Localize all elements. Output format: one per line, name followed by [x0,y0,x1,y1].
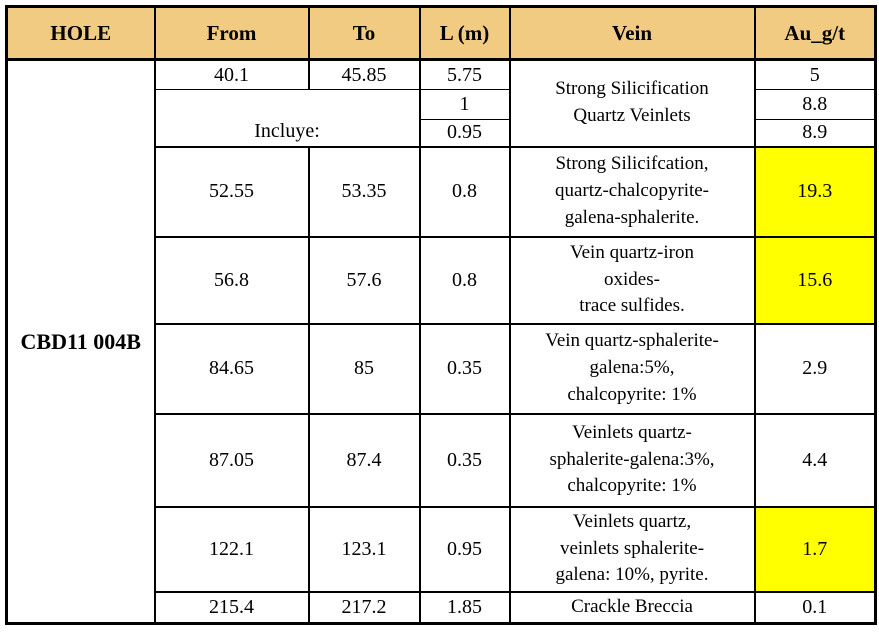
cell-from: 87.05 [153,412,310,508]
cell-length: 1 [418,89,511,120]
cell-au: 8.9 [753,119,877,148]
column-header-hole: HOLE [5,5,156,61]
cell-au-highlighted: 1.7 [753,505,877,593]
column-header-from: From [153,5,310,61]
table-row: 215.4 217.2 1.85 Crackle Breccia 0.1 [7,590,877,625]
cell-to: 45.85 [307,58,421,90]
cell-au: 8.8 [753,89,877,120]
cell-length: 0.95 [418,505,511,593]
cell-from: 52.55 [153,145,310,238]
cell-length: 0.95 [418,119,511,148]
cell-from: 84.65 [153,322,310,415]
cell-vein: Strong Silicification Quartz Veinlets [508,58,756,148]
table-row: 87.05 87.4 0.35 Veinlets quartz- sphaler… [7,412,877,508]
cell-from: 122.1 [153,505,310,593]
cell-to: 123.1 [307,505,421,593]
cell-vein: Vein quartz-sphalerite- galena:5%, chalc… [508,322,756,415]
cell-length: 1.85 [418,590,511,625]
table-row: Incluye: 1 8.8 [7,89,877,148]
column-header-au: Au_g/t [753,5,877,61]
table-row: CBD11 004B 40.1 45.85 5.75 Strong Silici… [5,58,877,625]
cell-au: 2.9 [753,322,877,415]
cell-vein: Vein quartz-iron oxides- trace sulfides. [508,235,756,325]
cell-vein: Veinlets quartz, veinlets sphalerite- ga… [508,505,756,593]
cell-vein: Crackle Breccia [508,590,756,625]
table-row: 52.55 53.35 0.8 Strong Silicifcation, qu… [7,145,877,238]
cell-to: 53.35 [307,145,421,238]
table-row: 56.8 57.6 0.8 Vein quartz-iron oxides- t… [7,235,877,325]
cell-from: 56.8 [153,235,310,325]
table-row: 84.65 85 0.35 Vein quartz-sphalerite- ga… [7,322,877,415]
cell-from: 40.1 [153,58,310,90]
cell-length: 0.35 [418,412,511,508]
cell-to: 87.4 [307,412,421,508]
cell-length: 0.35 [418,322,511,415]
cell-to: 217.2 [307,590,421,625]
cell-to: 57.6 [307,235,421,325]
table-row: 0.95 8.9 [7,119,877,148]
incluye-cell: Incluye: [153,89,421,148]
cell-au-highlighted: 19.3 [753,145,877,238]
column-header-length: L (m) [418,5,511,61]
assay-table: HOLE From To L (m) Vein Au_g/t CBD11 004… [5,5,877,625]
cell-au: 0.1 [753,590,877,625]
column-header-vein: Vein [508,5,756,61]
hole-id-cell: CBD11 004B [5,58,156,625]
cell-au: 4.4 [753,412,877,508]
cell-au-highlighted: 15.6 [753,235,877,325]
cell-vein: Veinlets quartz- sphalerite-galena:3%, c… [508,412,756,508]
cell-vein: Strong Silicifcation, quartz-chalcopyrit… [508,145,756,238]
cell-length: 5.75 [418,58,511,90]
table-row: 122.1 123.1 0.95 Veinlets quartz, veinle… [7,505,877,593]
cell-length: 0.8 [418,235,511,325]
cell-length: 0.8 [418,145,511,238]
column-header-to: To [307,5,421,61]
cell-au: 5 [753,58,877,90]
cell-to: 85 [307,322,421,415]
header-row: HOLE From To L (m) Vein Au_g/t [5,5,877,61]
cell-from: 215.4 [153,590,310,625]
